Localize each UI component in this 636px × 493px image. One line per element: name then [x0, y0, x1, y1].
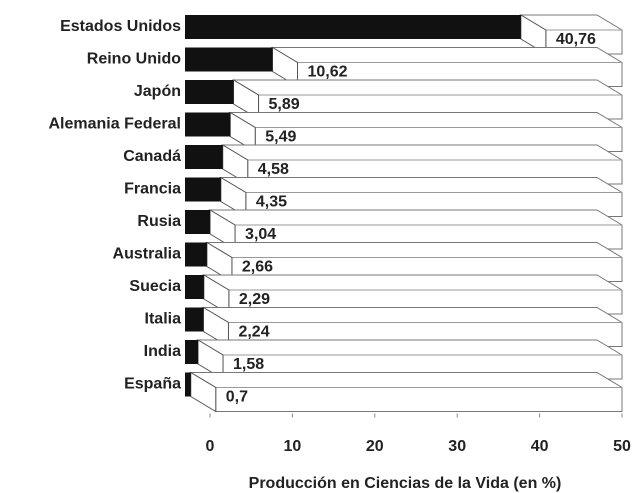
- bar: [185, 145, 223, 169]
- x-axis-label: Producción en Ciencias de la Vida (en %): [249, 475, 562, 492]
- bar: [185, 307, 204, 332]
- value-label: 10,62: [308, 64, 348, 81]
- value-label: 2,66: [242, 259, 273, 276]
- value-label: 40,76: [556, 31, 596, 48]
- value-label: 3,04: [245, 226, 276, 243]
- category-label: Japón: [134, 83, 181, 100]
- x-tick-label: 10: [284, 438, 302, 455]
- category-label: India: [144, 343, 181, 360]
- value-label: 2,29: [239, 291, 270, 308]
- category-label: España: [124, 376, 181, 393]
- bar: [185, 372, 191, 397]
- x-tick-label: 0: [206, 438, 215, 455]
- value-label: 5,89: [269, 96, 300, 113]
- x-tick-label: 20: [366, 438, 384, 455]
- category-label: Alemania Federal: [49, 116, 182, 133]
- bar: [185, 275, 204, 299]
- x-tick-label: 30: [448, 438, 466, 455]
- bar: [185, 47, 273, 72]
- category-label: Italia: [145, 311, 182, 328]
- category-label: Suecia: [129, 278, 181, 295]
- bar: [185, 340, 199, 364]
- bar: [185, 210, 211, 234]
- bar: [185, 80, 234, 104]
- bar: [185, 15, 521, 39]
- category-label: Francia: [124, 181, 181, 198]
- bar-frame: [188, 372, 623, 412]
- x-tick-label: 50: [613, 438, 631, 455]
- category-label: Rusia: [137, 213, 181, 230]
- x-tick-label: 40: [531, 438, 549, 455]
- category-label: Estados Unidos: [60, 18, 181, 35]
- bar: [185, 177, 221, 202]
- category-label: Canadá: [123, 148, 181, 165]
- value-label: 1,58: [233, 356, 264, 373]
- bar: [185, 112, 231, 137]
- category-label: Reino Unido: [87, 51, 181, 68]
- value-label: 5,49: [265, 129, 296, 146]
- value-label: 4,35: [256, 194, 287, 211]
- category-label: Australia: [113, 246, 182, 263]
- value-label: 0,7: [226, 389, 248, 406]
- bar: [185, 242, 207, 267]
- value-label: 2,24: [238, 324, 269, 341]
- value-label: 4,58: [258, 161, 289, 178]
